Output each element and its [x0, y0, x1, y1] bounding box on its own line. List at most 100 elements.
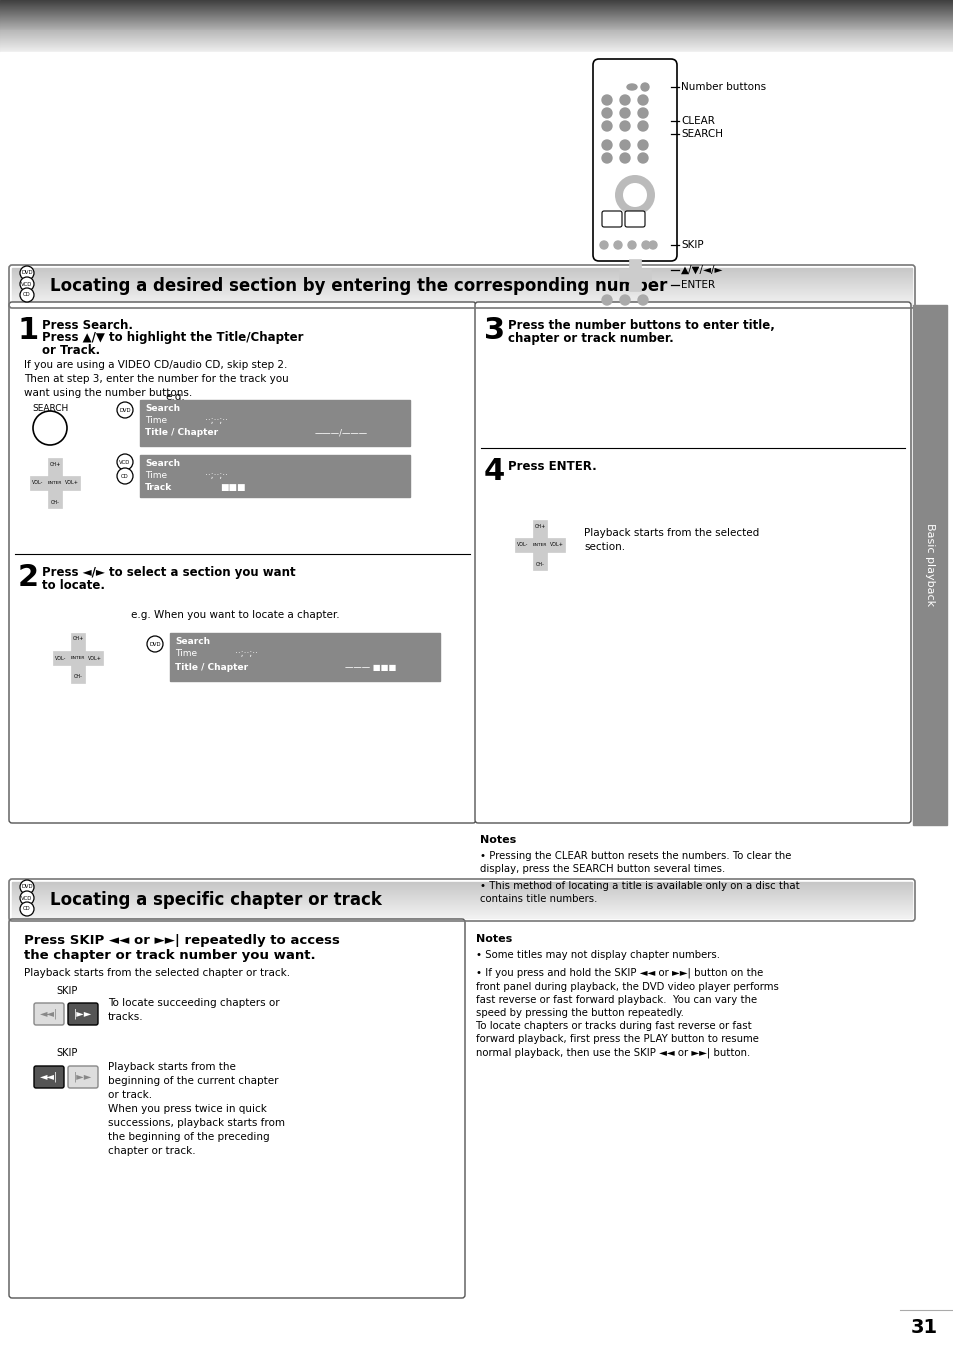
Circle shape [638, 121, 647, 131]
Circle shape [33, 411, 67, 445]
Text: Search: Search [174, 638, 210, 646]
Circle shape [20, 276, 34, 291]
Text: SKIP: SKIP [680, 240, 703, 249]
Circle shape [641, 241, 649, 249]
Circle shape [20, 880, 34, 894]
Circle shape [117, 454, 132, 470]
Text: Title / Chapter: Title / Chapter [145, 429, 218, 437]
Text: Playback starts from the selected
section.: Playback starts from the selected sectio… [583, 528, 759, 551]
Text: chapter or track number.: chapter or track number. [507, 332, 673, 345]
Circle shape [627, 241, 636, 249]
Circle shape [624, 185, 644, 205]
Text: e.g.: e.g. [165, 392, 185, 402]
Circle shape [619, 295, 629, 305]
FancyBboxPatch shape [34, 1003, 64, 1024]
Text: ———/———: ———/——— [314, 429, 368, 437]
Bar [533, 520, 546, 570]
Circle shape [599, 241, 607, 249]
Circle shape [601, 108, 612, 119]
Text: ··;··;··: ··;··;·· [234, 648, 257, 658]
Text: Search: Search [145, 404, 180, 412]
Circle shape [614, 241, 621, 249]
Text: Search: Search [145, 460, 180, 468]
Circle shape [638, 108, 647, 119]
Text: VOL-: VOL- [55, 655, 67, 661]
Text: DVD: DVD [149, 642, 161, 647]
Text: ENTER: ENTER [71, 656, 85, 661]
Bar [48, 458, 62, 508]
FancyBboxPatch shape [601, 212, 621, 226]
Text: DVD: DVD [21, 271, 32, 275]
Text: the chapter or track number you want.: the chapter or track number you want. [24, 949, 315, 962]
Text: To locate succeeding chapters or
tracks.: To locate succeeding chapters or tracks. [108, 998, 279, 1022]
Circle shape [117, 468, 132, 484]
Text: • If you press and hold the SKIP ◄◄ or ►►| button on the
front panel during play: • If you press and hold the SKIP ◄◄ or ►… [476, 968, 778, 1058]
Text: CLEAR: CLEAR [680, 116, 714, 125]
Text: VOL+: VOL+ [88, 655, 102, 661]
Text: • This method of locating a title is available only on a disc that
contains titl: • This method of locating a title is ava… [479, 882, 799, 905]
Text: VOL-: VOL- [32, 480, 44, 485]
Text: CH-: CH- [51, 500, 59, 504]
Text: Playback starts from the
beginning of the current chapter
or track.
When you pre: Playback starts from the beginning of th… [108, 1062, 285, 1157]
Text: Press SKIP ◄◄ or ►►| repeatedly to access: Press SKIP ◄◄ or ►►| repeatedly to acces… [24, 934, 339, 948]
Text: Time: Time [174, 648, 197, 658]
Text: or Track.: or Track. [42, 344, 100, 357]
Text: CH-: CH- [73, 674, 82, 679]
Text: CD: CD [23, 293, 30, 298]
Text: VOL+: VOL+ [550, 542, 563, 547]
FancyBboxPatch shape [68, 1066, 98, 1088]
Bar [912, 305, 946, 825]
Text: Press ENTER.: Press ENTER. [507, 460, 597, 473]
Circle shape [629, 270, 639, 280]
Circle shape [638, 295, 647, 305]
Text: SEARCH: SEARCH [32, 404, 69, 412]
FancyBboxPatch shape [9, 919, 464, 1298]
Circle shape [20, 266, 34, 280]
Circle shape [601, 154, 612, 163]
Circle shape [638, 94, 647, 105]
Circle shape [117, 402, 132, 418]
Text: ▲/▼/◄/►: ▲/▼/◄/► [680, 266, 722, 275]
Text: VCD: VCD [21, 895, 32, 900]
Text: e.g. When you want to locate a chapter.: e.g. When you want to locate a chapter. [131, 611, 339, 620]
Text: ◄◄|: ◄◄| [40, 1008, 58, 1019]
Text: DVD: DVD [119, 407, 131, 412]
Bar [30, 476, 80, 491]
Text: Track: Track [145, 483, 172, 492]
Bar [618, 270, 650, 280]
Text: Press ◄/► to select a section you want: Press ◄/► to select a section you want [42, 566, 295, 580]
Circle shape [601, 121, 612, 131]
Text: Locating a specific chapter or track: Locating a specific chapter or track [50, 891, 381, 909]
Text: |►►: |►► [73, 1072, 92, 1082]
Bar [140, 400, 410, 446]
Text: ■■■: ■■■ [220, 483, 245, 492]
Text: ◄◄|: ◄◄| [40, 1072, 58, 1082]
Circle shape [648, 241, 657, 249]
Text: VOL-: VOL- [517, 542, 528, 547]
Text: to locate.: to locate. [42, 580, 105, 592]
Circle shape [638, 140, 647, 150]
Circle shape [640, 84, 648, 92]
FancyBboxPatch shape [593, 59, 677, 262]
Text: VOL+: VOL+ [65, 480, 79, 485]
Text: Time: Time [145, 417, 167, 425]
Circle shape [619, 121, 629, 131]
Text: ——— ■■■: ——— ■■■ [345, 663, 395, 673]
Text: SKIP: SKIP [56, 1047, 77, 1058]
Text: VCD: VCD [119, 460, 131, 465]
Text: CH+: CH+ [50, 461, 61, 466]
Text: VCD: VCD [21, 282, 32, 287]
Text: CH+: CH+ [534, 523, 545, 528]
Text: ··;··;··: ··;··;·· [205, 470, 228, 480]
Text: Playback starts from the selected chapter or track.: Playback starts from the selected chapte… [24, 968, 290, 979]
Text: DVD: DVD [21, 884, 32, 890]
Text: CD: CD [121, 473, 129, 479]
Text: Notes: Notes [479, 834, 516, 845]
Circle shape [619, 108, 629, 119]
Text: 1: 1 [18, 315, 39, 345]
Circle shape [638, 154, 647, 163]
Circle shape [20, 288, 34, 302]
Text: 2: 2 [18, 563, 39, 592]
Text: Press ▲/▼ to highlight the Title/Chapter: Press ▲/▼ to highlight the Title/Chapter [42, 332, 303, 344]
Text: • Some titles may not display chapter numbers.: • Some titles may not display chapter nu… [476, 950, 720, 960]
